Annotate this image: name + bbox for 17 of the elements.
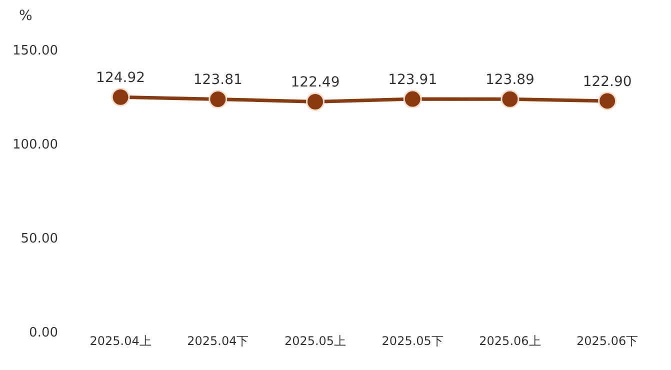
x-tick-label: 2025.05下 xyxy=(382,334,444,348)
y-tick-label: 100.00 xyxy=(12,138,58,153)
x-tick-label: 2025.04上 xyxy=(90,334,152,348)
data-label: 123.81 xyxy=(193,72,242,88)
y-tick-label: 150.00 xyxy=(12,44,58,59)
x-tick-label: 2025.06下 xyxy=(576,334,638,348)
x-tick-label: 2025.05上 xyxy=(284,334,346,348)
x-tick-label: 2025.06上 xyxy=(479,334,541,348)
data-label: 123.91 xyxy=(388,72,438,88)
y-tick-label: 50.00 xyxy=(20,232,58,247)
x-tick-label: 2025.04下 xyxy=(187,334,249,348)
data-label: 124.92 xyxy=(96,70,146,86)
y-tick-label: 0.00 xyxy=(29,326,58,341)
y-axis-title: % xyxy=(19,8,32,24)
data-label: 122.49 xyxy=(290,74,340,91)
data-label: 122.90 xyxy=(582,74,632,90)
data-label: 123.89 xyxy=(485,72,534,88)
